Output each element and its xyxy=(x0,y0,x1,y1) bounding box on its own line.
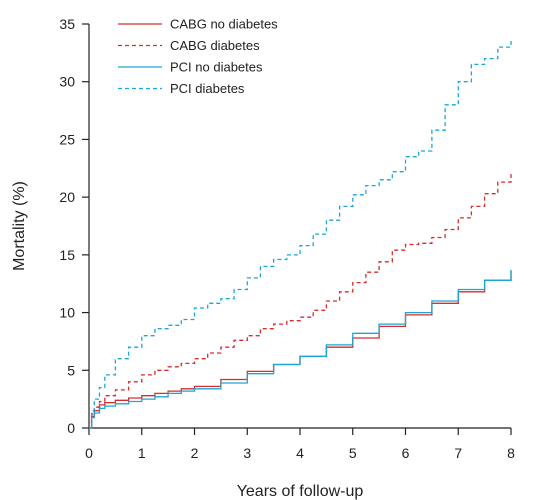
x-tick-label: 6 xyxy=(402,445,410,461)
x-tick-label: 3 xyxy=(243,445,251,461)
legend: CABG no diabetes CABG diabetes PCI no diab… xyxy=(118,17,278,96)
x-tick-label: 2 xyxy=(191,445,199,461)
y-tick-label: 35 xyxy=(59,16,75,32)
y-ticks: 0 5 10 15 20 25 30 35 xyxy=(59,16,89,436)
x-tick-label: 8 xyxy=(507,445,515,461)
legend-label-cabg-no-diabetes: CABG no diabetes xyxy=(170,17,278,32)
y-tick-label: 5 xyxy=(67,362,75,378)
x-tick-label: 7 xyxy=(454,445,462,461)
y-tick-label: 30 xyxy=(59,74,75,90)
x-tick-label: 5 xyxy=(349,445,357,461)
legend-label-pci-no-diabetes: PCI no diabetes xyxy=(170,60,263,75)
legend-label-cabg-diabetes: CABG diabetes xyxy=(170,38,260,53)
y-tick-label: 15 xyxy=(59,247,75,263)
series-line-cabg-diabetes xyxy=(89,174,512,429)
x-axis-title: Years of follow-up xyxy=(237,483,364,500)
x-tick-label: 4 xyxy=(296,445,304,461)
legend-label-pci-diabetes: PCI diabetes xyxy=(170,81,245,96)
y-tick-label: 20 xyxy=(59,189,75,205)
y-axis-title: Mortality (%) xyxy=(11,181,28,271)
series-line-pci-diabetes xyxy=(89,39,512,429)
series-line-pci-no-diabetes xyxy=(89,269,512,429)
axes: 0 5 10 15 20 25 30 35 0 1 2 3 4 5 6 7 8 xyxy=(59,16,515,461)
series-layer xyxy=(89,39,512,429)
y-tick-label: 10 xyxy=(59,305,75,321)
y-tick-label: 25 xyxy=(59,131,75,147)
x-tick-label: 0 xyxy=(85,445,93,461)
x-ticks: 0 1 2 3 4 5 6 7 8 xyxy=(85,428,515,461)
x-tick-label: 1 xyxy=(138,445,146,461)
series-line-cabg-no-diabetes xyxy=(89,271,512,429)
y-tick-label: 0 xyxy=(67,420,75,436)
